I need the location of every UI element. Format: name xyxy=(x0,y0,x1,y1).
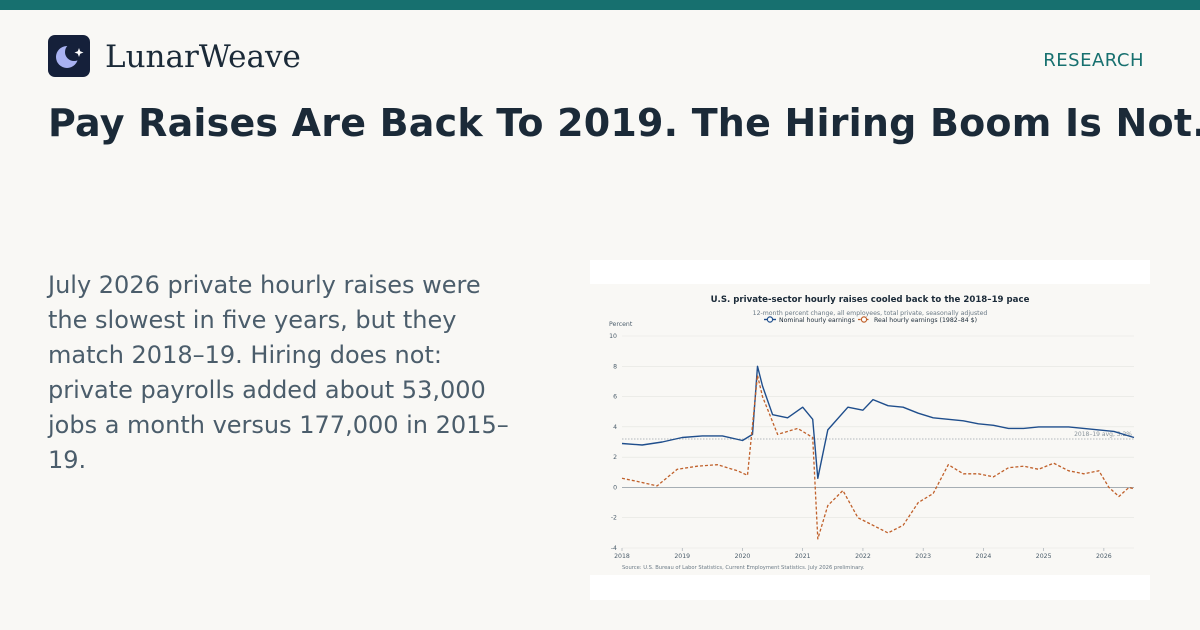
moon-star-icon xyxy=(48,35,90,77)
y-tick-label: 6 xyxy=(613,394,617,401)
chart-legend: Nominal hourly earnings Real hourly earn… xyxy=(764,316,977,324)
chart-card: U.S. private-sector hourly raises cooled… xyxy=(590,260,1150,600)
section-label[interactable]: RESEARCH xyxy=(1043,50,1144,71)
y-tick-label: 0 xyxy=(613,484,617,491)
real-earnings-line xyxy=(621,374,1135,540)
nominal-earnings-line xyxy=(621,365,1135,480)
chart-subtitle: 12-month percent change, all employees, … xyxy=(753,310,988,317)
legend-label-real: Real hourly earnings (1982–84 $) xyxy=(874,317,977,324)
y-tick-label: 4 xyxy=(613,424,617,431)
x-tick-label: 2026 xyxy=(1096,553,1112,560)
x-tick-label: 2021 xyxy=(795,553,811,560)
x-tick-label: 2024 xyxy=(976,553,992,560)
earnings-line-chart: U.S. private-sector hourly raises cooled… xyxy=(590,284,1150,575)
y-tick-label: -2 xyxy=(611,515,617,522)
y-axis-label: Percent xyxy=(609,321,633,328)
legend-label-nominal: Nominal hourly earnings xyxy=(779,317,855,324)
y-tick-label: 2 xyxy=(613,454,617,461)
legend-marker-real xyxy=(860,316,868,323)
x-tick-label: 2025 xyxy=(1036,553,1052,560)
y-tick-label: -4 xyxy=(611,545,617,552)
x-tick-label: 2018 xyxy=(614,553,630,560)
top-accent-bar xyxy=(0,0,1200,10)
x-tick-label: 2020 xyxy=(735,553,751,560)
chart-source-note: Source: U.S. Bureau of Labor Statistics,… xyxy=(622,565,865,571)
y-tick-label: 8 xyxy=(613,363,617,370)
y-tick-label: 10 xyxy=(609,333,617,340)
headline: Pay Raises Are Back To 2019. The Hiring … xyxy=(48,101,1200,145)
chart-title: U.S. private-sector hourly raises cooled… xyxy=(711,295,1030,305)
reference-line-label: 2018–19 avg, 3.2% xyxy=(1074,431,1132,438)
brand-name[interactable]: LunarWeave xyxy=(105,39,301,75)
legend-marker-nominal xyxy=(766,316,774,323)
summary-text: July 2026 private hourly raises were the… xyxy=(48,271,509,474)
x-tick-label: 2023 xyxy=(915,553,931,560)
x-tick-label: 2019 xyxy=(674,553,690,560)
x-tick-label: 2022 xyxy=(855,553,871,560)
